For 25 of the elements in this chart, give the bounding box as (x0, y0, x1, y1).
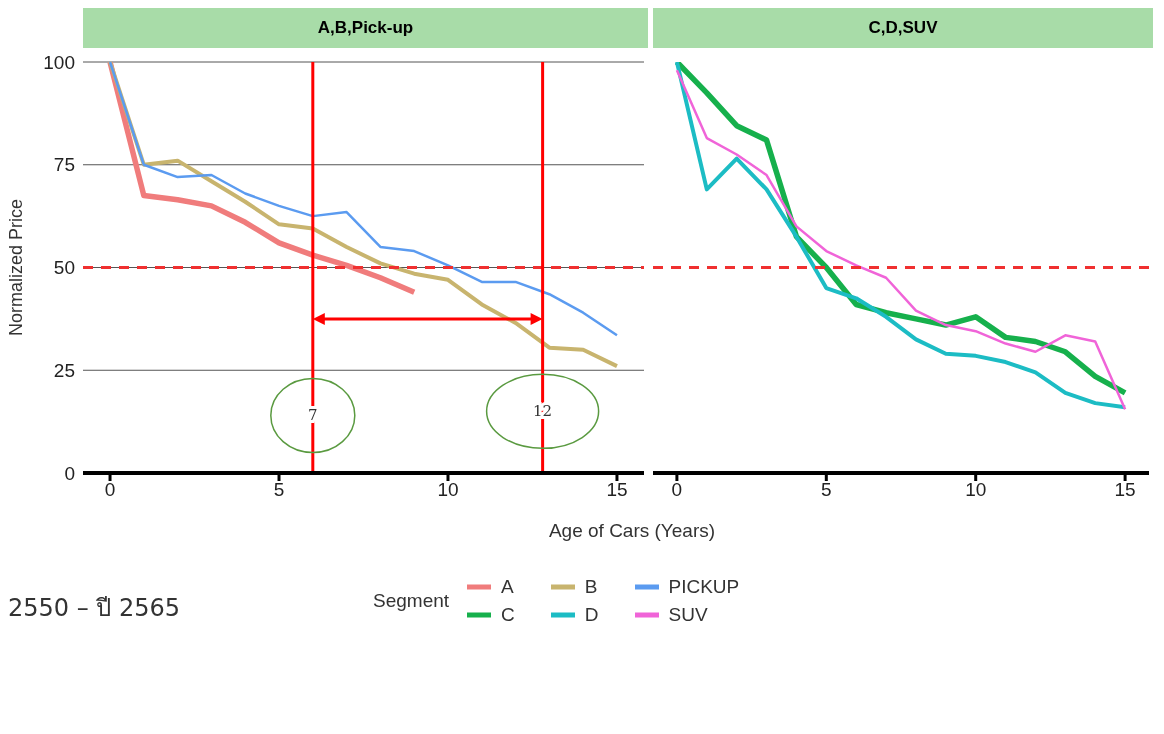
y-tick-label: 100 (43, 51, 75, 73)
legend-label: A (501, 576, 514, 598)
legend-label: SUV (668, 604, 708, 626)
y-axis-title: Normalized Price (6, 198, 27, 337)
x-tick-label: 10 (437, 479, 459, 501)
x-tick-label: 0 (104, 479, 116, 501)
legend-title: Segment (373, 590, 450, 612)
legend-label: C (501, 604, 515, 626)
y-tick-label: 75 (53, 154, 75, 176)
chart-title: A,B,Pick-up (83, 8, 648, 48)
x-tick-label: 10 (965, 479, 987, 501)
x-tick-label: 5 (273, 479, 285, 501)
legend-label: B (584, 576, 598, 598)
x-axis-title: Age of Cars (Years) (547, 520, 717, 542)
legend-label: D (584, 604, 599, 626)
chart-title: C,D,SUV (653, 8, 1153, 48)
y-tick-label: 50 (53, 257, 75, 279)
y-tick-label: 25 (53, 359, 75, 381)
x-tick-label: 5 (821, 479, 832, 501)
legend-label: PICKUP (668, 576, 740, 598)
y-tick-label: 0 (64, 462, 75, 484)
x-tick-label: 15 (606, 479, 628, 501)
x-tick-label: 15 (1114, 479, 1136, 501)
text: 2550 – ปี 2565 (8, 593, 181, 624)
x-tick-label: 0 (671, 479, 683, 501)
